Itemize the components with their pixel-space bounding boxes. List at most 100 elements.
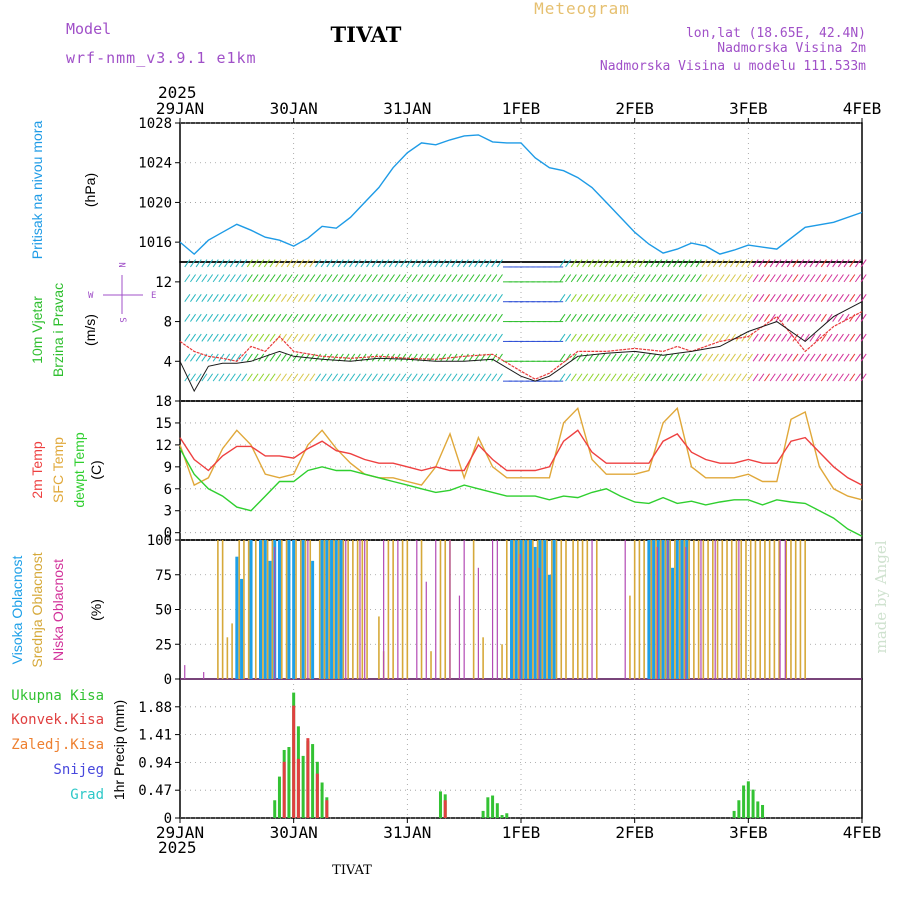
wind-barb	[627, 294, 634, 303]
wind-barb	[457, 373, 464, 382]
wind-barb	[383, 373, 390, 382]
wind-barb	[786, 294, 793, 303]
cloud-bar-mid	[794, 540, 797, 679]
wind-barb	[644, 353, 651, 362]
bottom-date-labels: 29JAN 30JAN 31JAN 1FEB 2FEB 3FEB 4FEB	[156, 818, 881, 842]
precip-bar	[306, 738, 310, 818]
cloud-bar-mid	[352, 540, 354, 679]
wind-barb	[417, 274, 424, 283]
wind-barb	[235, 274, 242, 283]
wind-barb	[468, 294, 475, 303]
wind-barb	[235, 373, 242, 382]
wind-barb	[809, 294, 816, 303]
wind-barb	[604, 353, 611, 362]
wind-barb	[638, 333, 645, 342]
wind-barb	[377, 333, 384, 342]
wind-barb	[195, 294, 202, 303]
wind-barb	[792, 353, 799, 362]
wind-barb	[388, 274, 395, 283]
y-tick-label: 0.47	[138, 783, 172, 799]
wind-barb	[752, 373, 759, 382]
cloud-bar-mid	[532, 540, 534, 679]
wind-barb	[297, 313, 304, 322]
wind-barb	[627, 259, 634, 268]
wind-barb	[832, 313, 839, 322]
wind-barb	[201, 333, 208, 342]
wind-barb	[207, 353, 214, 362]
wind-barb	[252, 294, 259, 303]
wind-barb	[803, 294, 810, 303]
cloud-bar-high	[552, 540, 556, 679]
wind-barb	[241, 313, 248, 322]
wind-barb	[377, 259, 384, 268]
cloud-bar-mid	[693, 540, 695, 679]
wind-barb	[366, 373, 373, 382]
wind-barb	[621, 353, 628, 362]
wind-barb	[326, 313, 333, 322]
wind-barb	[832, 333, 839, 342]
wind-barb	[661, 259, 668, 268]
wind-barbs	[184, 259, 867, 382]
wind-barb	[735, 274, 742, 283]
cloud-bar-low	[449, 540, 451, 679]
wind-barb	[638, 313, 645, 322]
cloud-bar-mid	[247, 540, 250, 679]
wind-barb	[803, 333, 810, 342]
wind-barb	[252, 274, 259, 283]
wind-barb	[377, 373, 384, 382]
wind-barb	[343, 373, 350, 382]
cloud-bar-mid	[392, 540, 394, 679]
wind-barb	[849, 259, 856, 268]
wind-barb	[746, 333, 753, 342]
wind-barb	[434, 313, 441, 322]
wind-barb	[383, 353, 390, 362]
cloud-bar-mid	[629, 595, 631, 679]
wind-barb	[690, 313, 697, 322]
wind-barb	[343, 274, 350, 283]
wind-barb	[468, 274, 475, 283]
wind-barb	[326, 333, 333, 342]
wind-barb	[405, 373, 412, 382]
wind-barb	[212, 373, 219, 382]
wind-barb	[349, 294, 356, 303]
legend-total-rain: Ukupna Kisa	[11, 688, 104, 704]
wind-barb	[729, 313, 736, 322]
wind-barb	[832, 294, 839, 303]
y-tick-label: 12	[155, 438, 172, 454]
cloud-bar-low	[714, 540, 716, 679]
wind-barb	[684, 274, 691, 283]
wind-barb	[280, 313, 287, 322]
wind-barb	[462, 294, 469, 303]
wind-barb	[207, 373, 214, 382]
wind-barb	[309, 333, 316, 342]
wind-barb	[832, 259, 839, 268]
wind-barb	[803, 259, 810, 268]
top-date-label: 3FEB	[729, 99, 768, 118]
wind-barb	[837, 373, 844, 382]
wind-barb	[712, 274, 719, 283]
wind-barb	[366, 313, 373, 322]
wind-barb	[854, 259, 861, 268]
cloud-bar-high	[292, 540, 296, 679]
wind-barb	[269, 313, 276, 322]
top-date-label: 30JAN	[270, 99, 318, 118]
wind-ylabel-2: Brzina i Pravac	[50, 283, 66, 377]
wind-barb	[440, 373, 447, 382]
wind-barb	[741, 353, 748, 362]
wind-barb	[724, 259, 731, 268]
cloud-bar-low	[700, 540, 702, 679]
wind-barb	[729, 353, 736, 362]
wind-barb	[764, 373, 771, 382]
wind-barb	[786, 353, 793, 362]
top-date-label: 29JAN	[156, 99, 204, 118]
wind-barb	[729, 274, 736, 283]
wind-barb	[735, 259, 742, 268]
wind-barb	[815, 274, 822, 283]
y-tick-label: 1.88	[138, 700, 172, 716]
wind-barb	[457, 294, 464, 303]
wind-barb	[224, 274, 231, 283]
wind-barb	[423, 313, 430, 322]
wind-barb	[559, 274, 566, 283]
cloud-bar-low	[477, 567, 479, 679]
wind-barb	[218, 373, 225, 382]
